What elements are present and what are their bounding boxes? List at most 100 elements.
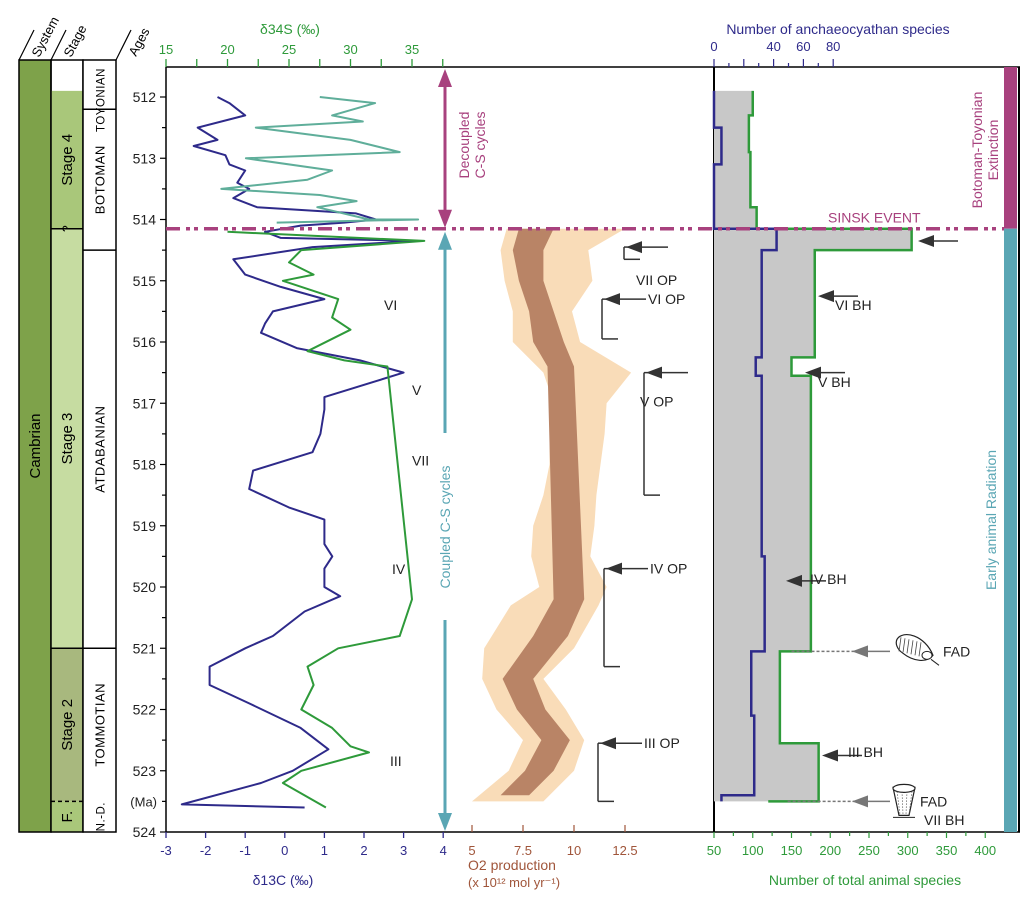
regional-stage-label: N.-D.: [96, 802, 108, 831]
bh-arrow-head: [786, 574, 802, 587]
header-slash: [115, 29, 132, 61]
trilobite-eye: [921, 650, 933, 660]
op-arrow-head: [646, 366, 662, 379]
op-arrow-head: [626, 241, 642, 254]
s34-tick-label: 15: [159, 42, 173, 57]
op-label: VI OP: [648, 291, 685, 307]
anch-axis-label: Number of anchaeocyathan species: [726, 21, 949, 37]
stage-label: F.: [59, 811, 76, 823]
header-slash: [50, 29, 67, 61]
c13-tick-label: 2: [360, 843, 367, 858]
series-line-s34: [227, 230, 426, 809]
stage-box: [51, 801, 83, 832]
op-label: VII OP: [636, 272, 677, 288]
c13-axis-label: δ13C (‰): [253, 872, 314, 888]
trilobite-icon: [895, 634, 940, 666]
total-tick-label: 250: [858, 843, 880, 858]
decoupled-label: C-S cycles: [472, 112, 488, 179]
extinction-bar: [1004, 67, 1017, 229]
bh-label: V BH: [818, 374, 851, 390]
coupled-label: Coupled C-S cycles: [437, 466, 453, 589]
radiation-label: Early animal Radiation: [983, 450, 999, 590]
anch-tick-label: 80: [826, 39, 840, 54]
trilobite-segment: [898, 637, 902, 652]
stage-box: [51, 90, 83, 229]
anch-species-line: [712, 90, 778, 802]
question-mark: ?: [60, 225, 74, 232]
events-overlay: SINSK EVENT Decoupled C-S cycles Coupled C-…: [166, 69, 1004, 831]
extinction-label: Botoman-Toyonian: [969, 92, 985, 209]
s34-axis-label: δ34S (‰): [260, 21, 320, 37]
archaeocyath-pore: [896, 791, 901, 815]
c13-tick-label: 3: [400, 843, 407, 858]
anch-tick-label: 60: [796, 39, 810, 54]
s34-tick-label: 30: [343, 42, 357, 57]
series-line-s34: [220, 96, 420, 224]
o2-axis-unit: (x 10¹² mol yr⁻¹): [468, 875, 560, 890]
age-tick-label: 516: [133, 334, 157, 350]
system-header: System: [28, 14, 62, 59]
o2-tick-label: 7.5: [514, 843, 532, 858]
bh-arrow-head: [918, 234, 934, 247]
c13-tick-label: 1: [321, 843, 328, 858]
coupled-arrow-head: [438, 231, 452, 250]
cycle-label: V: [412, 382, 422, 398]
bh-arrow-head: [822, 749, 838, 762]
regional-stage-label: TOMMOTIAN: [93, 683, 108, 767]
age-tick-label: 512: [133, 89, 157, 105]
age-tick-label: 522: [133, 702, 157, 718]
op-label: IV OP: [650, 561, 687, 577]
total-axis-label: Number of total animal species: [769, 872, 961, 888]
o2-panel: 5 7.5 10 12.5 O2 production (x 10¹² mol yr⁻¹)…: [468, 228, 688, 890]
age-tick-label: 513: [133, 150, 157, 166]
age-tick-label: 517: [133, 395, 157, 411]
trilobite-segment: [906, 639, 910, 654]
archaeocyath-icon: [892, 783, 916, 818]
sinsk-event-label: SINSK EVENT: [828, 210, 921, 226]
cycle-label: VI: [384, 297, 397, 313]
cycle-label: VII: [412, 453, 429, 469]
radiation-bar: [1004, 228, 1017, 832]
op-arrow-head: [604, 293, 620, 306]
age-tick-label: 520: [133, 579, 157, 595]
fad-label: FAD: [943, 643, 970, 659]
regional-column: [82, 59, 117, 833]
stage-label: Stage 3: [59, 413, 76, 465]
bh-label: VII BH: [924, 812, 964, 828]
coupled-arrow-head: [438, 813, 452, 831]
age-tick-label: 514: [133, 212, 157, 228]
regional-stage-label: TOYONIAN: [96, 68, 108, 132]
o2-tick-label: 10: [567, 843, 581, 858]
o2-tick-label: 12.5: [612, 843, 637, 858]
fad-label: FAD: [920, 793, 947, 809]
anch-tick-label: 0: [710, 39, 717, 54]
s34-tick-label: 20: [220, 42, 234, 57]
isotope-panel: 512513514515516517518519520521522523524(…: [130, 21, 1020, 888]
total-tick-label: 100: [742, 843, 764, 858]
stratigraphy-column: Cambrian Stage 4 Stage 3 Stage 2 F.? TOYONIAN…: [18, 14, 153, 833]
trilobite-segment: [914, 641, 918, 656]
regional-stage-label: BOTOMAN: [93, 145, 108, 214]
stage-label: Stage 2: [59, 699, 76, 751]
trilobite-segment: [910, 640, 914, 655]
total-tick-label: 400: [974, 843, 996, 858]
header-slash: [18, 29, 35, 61]
bh-arrow-head: [818, 290, 834, 303]
bh-label: IV BH: [810, 571, 847, 587]
total-tick-label: 200: [819, 843, 841, 858]
total-tick-label: 50: [707, 843, 721, 858]
trilobite-spine: [930, 658, 940, 666]
s34-tick-label: 25: [282, 42, 296, 57]
extinction-label: Extinction: [985, 120, 1001, 181]
decoupled-arrow-head: [438, 69, 452, 87]
total-tick-label: 300: [897, 843, 919, 858]
c13-tick-label: 0: [281, 843, 288, 858]
op-arrow-head: [600, 737, 616, 750]
archaeocyath-pore: [905, 791, 908, 815]
ages-header: Ages: [125, 25, 152, 59]
trilobite-segment: [902, 638, 906, 653]
system-column: [18, 59, 52, 833]
c13-tick-label: -2: [200, 843, 212, 858]
